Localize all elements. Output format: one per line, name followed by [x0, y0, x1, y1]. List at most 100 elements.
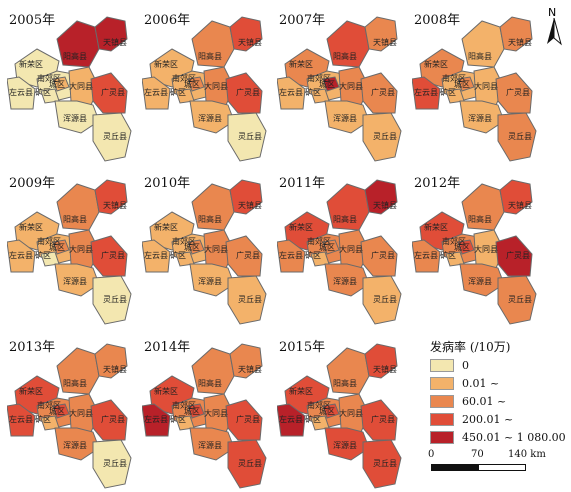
county-label: 左云县: [414, 250, 438, 260]
county-label: 浑源县: [333, 277, 357, 286]
panel-year-title: 2005年: [9, 13, 56, 28]
county-region: [225, 235, 263, 277]
county-region: [227, 275, 267, 325]
county-region: [364, 179, 398, 215]
map-panel-9: 2013年 新荣区 阳高县 天镇县 南郊区 城区 矿区 左云县 大同县 广灵县 浑源县 灵丘县: [5, 332, 140, 492]
county-label: 大同县: [204, 244, 228, 254]
county-label: 左云县: [144, 87, 168, 97]
county-label: 矿区: [35, 87, 51, 97]
scale-bar-black: [431, 464, 478, 471]
county-label: 阳高县: [63, 378, 87, 388]
county-label: 矿区: [170, 87, 186, 97]
county-region: [277, 403, 306, 437]
county-label: 阳高县: [63, 214, 87, 224]
county-label: 新荣区: [424, 222, 448, 232]
county-region: [229, 179, 263, 215]
county-region: [457, 76, 475, 92]
county-region: [90, 235, 128, 277]
map-panel-10: 2014年 新荣区 阳高县 天镇县 南郊区 城区 矿区 左云县 大同县 广灵县 浑源县 灵丘县: [140, 332, 275, 492]
county-label: 天镇县: [373, 200, 397, 210]
panel-year-title: 2014年: [144, 340, 191, 355]
county-label: 左云县: [9, 414, 33, 424]
county-region: [142, 239, 171, 273]
county-label: 大同县: [339, 244, 363, 254]
map-panel-7: 2011年 新荣区 阳高县 天镇县 南郊区 城区 矿区 左云县 大同县 广灵县 浑源县 灵丘县: [275, 168, 410, 328]
county-label: 城区: [319, 243, 335, 252]
county-label: 左云县: [9, 87, 33, 97]
county-label: 广灵县: [236, 414, 260, 424]
county-region: [52, 403, 70, 419]
county-label: 新荣区: [289, 222, 313, 232]
county-region: [92, 112, 132, 162]
county-region: [94, 16, 128, 52]
legend-swatch: [430, 412, 454, 426]
county-label: 广灵县: [101, 87, 125, 97]
county-label: 南郊区: [37, 73, 61, 83]
panel-year-title: 2015年: [279, 340, 326, 355]
county-region: [52, 239, 70, 255]
county-region: [187, 403, 205, 419]
county-region: [497, 112, 537, 162]
county-label: 阳高县: [468, 51, 492, 61]
county-label: 新荣区: [289, 59, 313, 69]
county-region: [360, 72, 398, 114]
county-region: [187, 76, 205, 92]
county-label: 南郊区: [442, 236, 466, 246]
county-label: 矿区: [35, 250, 51, 260]
county-region: [364, 343, 398, 379]
panel-year-title: 2007年: [279, 13, 326, 28]
panel-year-title: 2011年: [279, 176, 326, 191]
county-label: 大同县: [339, 408, 363, 418]
county-region: [187, 239, 205, 255]
county-label: 天镇县: [508, 37, 532, 47]
county-region: [497, 275, 537, 325]
legend-swatch: [430, 394, 454, 408]
scale-bar-white: [478, 464, 526, 471]
map-panel-3: 2007年 新荣区 阳高县 天镇县 南郊区 城区 矿区 左云县 大同县 广灵县 浑源县 灵丘县: [275, 5, 410, 165]
legend-label: 60.01 ~: [462, 394, 507, 408]
county-label: 阳高县: [468, 214, 492, 224]
legend-item: 200.01 ~: [430, 412, 513, 426]
county-label: 大同县: [474, 244, 498, 254]
north-label: N: [548, 6, 557, 19]
county-label: 浑源县: [468, 114, 492, 123]
county-label: 矿区: [170, 414, 186, 424]
county-label: 城区: [184, 80, 200, 89]
county-label: 广灵县: [506, 250, 530, 260]
north-arrow-icon: [547, 18, 562, 46]
county-region: [499, 16, 533, 52]
county-label: 灵丘县: [103, 295, 127, 304]
legend-label: 0.01 ~: [462, 376, 500, 390]
county-label: 浑源县: [198, 441, 222, 450]
panel-year-title: 2009年: [9, 176, 56, 191]
scale-label-0: 0: [428, 449, 435, 460]
county-label: 矿区: [305, 87, 321, 97]
county-region: [277, 76, 306, 110]
legend-label: 200.01 ~: [462, 412, 514, 426]
county-label: 矿区: [170, 250, 186, 260]
county-region: [92, 275, 132, 325]
county-label: 矿区: [440, 250, 456, 260]
county-region: [227, 439, 267, 489]
county-region: [499, 179, 533, 215]
county-label: 左云县: [9, 250, 33, 260]
county-region: [92, 439, 132, 489]
county-label: 灵丘县: [238, 295, 262, 304]
county-label: 浑源县: [333, 441, 357, 450]
county-region: [457, 239, 475, 255]
county-region: [7, 403, 36, 437]
panel-year-title: 2010年: [144, 176, 191, 191]
legend-title: 发病率 (/10万): [430, 340, 511, 354]
north-arrow: N: [543, 6, 565, 46]
county-region: [90, 72, 128, 114]
county-label: 阳高县: [63, 51, 87, 61]
county-label: 左云县: [144, 250, 168, 260]
county-region: [7, 76, 36, 110]
panel-year-title: 2013年: [9, 340, 56, 355]
county-label: 浑源县: [468, 277, 492, 286]
